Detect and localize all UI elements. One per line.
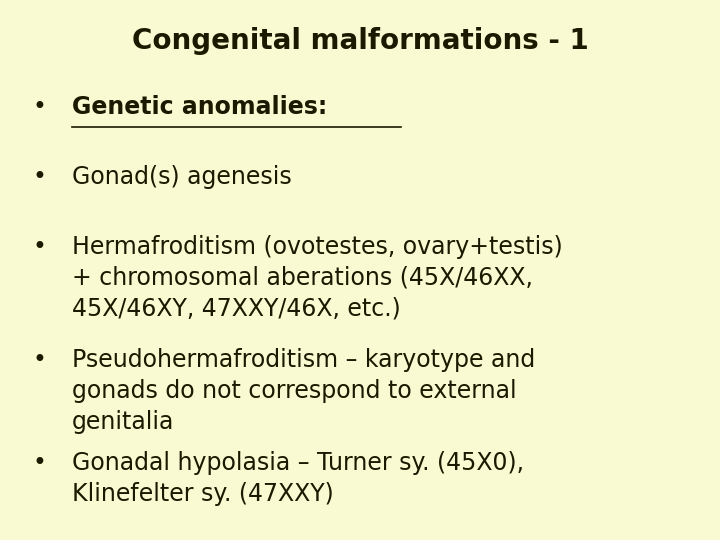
Text: Pseudohermafroditism – karyotype and
gonads do not correspond to external
genita: Pseudohermafroditism – karyotype and gon… <box>72 348 535 434</box>
Text: •: • <box>32 451 47 475</box>
Text: Congenital malformations - 1: Congenital malformations - 1 <box>132 27 588 55</box>
Text: Genetic anomalies:: Genetic anomalies: <box>72 94 328 118</box>
Text: Gonad(s) agenesis: Gonad(s) agenesis <box>72 165 292 188</box>
Text: •: • <box>32 94 47 118</box>
Text: •: • <box>32 165 47 188</box>
Text: Hermafroditism (ovotestes, ovary+testis)
+ chromosomal aberations (45X/46XX,
45X: Hermafroditism (ovotestes, ovary+testis)… <box>72 235 563 320</box>
Text: Gonadal hypolasia – Turner sy. (45X0),
Klinefelter sy. (47XXY): Gonadal hypolasia – Turner sy. (45X0), K… <box>72 451 524 505</box>
Text: •: • <box>32 235 47 259</box>
Text: •: • <box>32 348 47 372</box>
